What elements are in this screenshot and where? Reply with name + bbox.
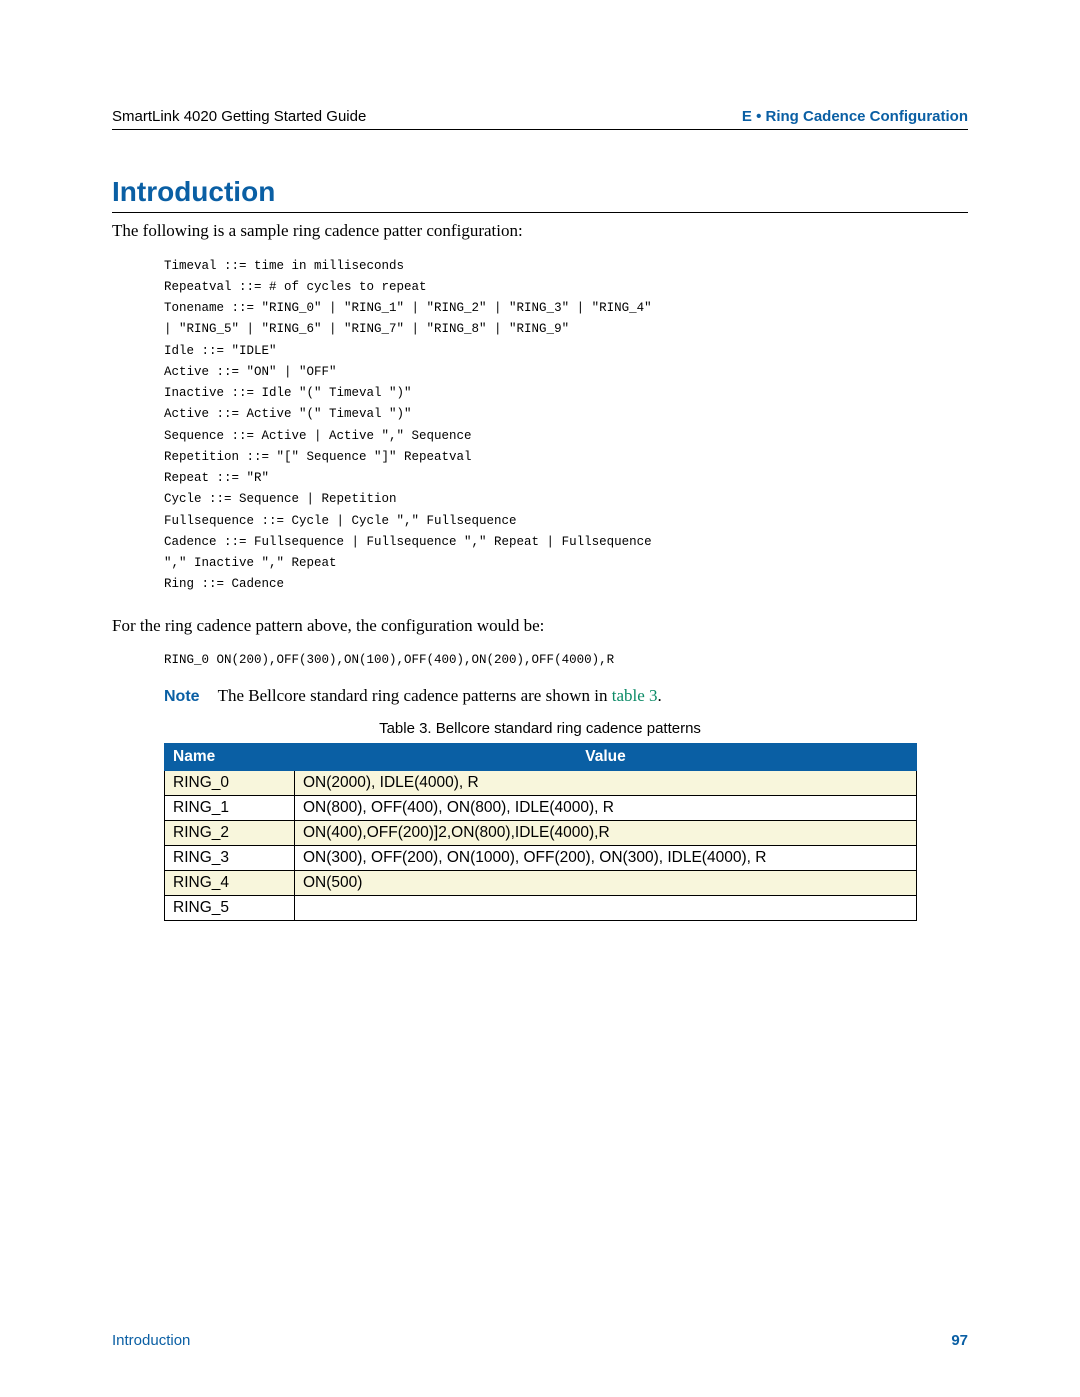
cell-name: RING_1 bbox=[165, 795, 295, 820]
cell-value: ON(300), OFF(200), ON(1000), OFF(200), O… bbox=[295, 845, 917, 870]
cell-name: RING_0 bbox=[165, 770, 295, 795]
col-header-value: Value bbox=[295, 743, 917, 770]
header-right: E • Ring Cadence Configuration bbox=[742, 108, 968, 125]
cell-name: RING_2 bbox=[165, 820, 295, 845]
cell-name: RING_5 bbox=[165, 895, 295, 920]
table-link[interactable]: table 3 bbox=[612, 686, 658, 705]
page: SmartLink 4020 Getting Started Guide E •… bbox=[0, 0, 1080, 1397]
note-period: . bbox=[658, 686, 662, 705]
table-body: RING_0 ON(2000), IDLE(4000), R RING_1 ON… bbox=[165, 770, 917, 920]
note-text: The Bellcore standard ring cadence patte… bbox=[218, 686, 662, 706]
example-code-line: RING_0 ON(200),OFF(300),ON(100),OFF(400)… bbox=[164, 650, 968, 671]
col-header-name: Name bbox=[165, 743, 295, 770]
cell-value: ON(2000), IDLE(4000), R bbox=[295, 770, 917, 795]
note-text-before: The Bellcore standard ring cadence patte… bbox=[218, 686, 612, 705]
table-row: RING_0 ON(2000), IDLE(4000), R bbox=[165, 770, 917, 795]
cell-value bbox=[295, 895, 917, 920]
page-header: SmartLink 4020 Getting Started Guide E •… bbox=[112, 108, 968, 130]
table-row: RING_2 ON(400),OFF(200)]2,ON(800),IDLE(4… bbox=[165, 820, 917, 845]
mid-paragraph: For the ring cadence pattern above, the … bbox=[112, 614, 968, 639]
ring-cadence-table: Name Value RING_0 ON(2000), IDLE(4000), … bbox=[164, 743, 917, 921]
page-footer: Introduction 97 bbox=[112, 1332, 968, 1349]
cell-value: ON(500) bbox=[295, 870, 917, 895]
table-header-row: Name Value bbox=[165, 743, 917, 770]
table-row: RING_5 bbox=[165, 895, 917, 920]
footer-section-name: Introduction bbox=[112, 1332, 190, 1349]
cell-value: ON(800), OFF(400), ON(800), IDLE(4000), … bbox=[295, 795, 917, 820]
table-row: RING_1 ON(800), OFF(400), ON(800), IDLE(… bbox=[165, 795, 917, 820]
cell-value: ON(400),OFF(200)]2,ON(800),IDLE(4000),R bbox=[295, 820, 917, 845]
note-label: Note bbox=[164, 688, 200, 706]
header-left: SmartLink 4020 Getting Started Guide bbox=[112, 108, 366, 125]
page-number: 97 bbox=[951, 1332, 968, 1349]
table-row: RING_3 ON(300), OFF(200), ON(1000), OFF(… bbox=[165, 845, 917, 870]
grammar-code-block: Timeval ::= time in milliseconds Repeatv… bbox=[164, 256, 968, 596]
cell-name: RING_3 bbox=[165, 845, 295, 870]
cell-name: RING_4 bbox=[165, 870, 295, 895]
note-block: Note The Bellcore standard ring cadence … bbox=[164, 686, 968, 706]
section-title: Introduction bbox=[112, 176, 968, 213]
intro-paragraph: The following is a sample ring cadence p… bbox=[112, 219, 968, 244]
table-row: RING_4 ON(500) bbox=[165, 870, 917, 895]
table-caption: Table 3. Bellcore standard ring cadence … bbox=[112, 720, 968, 737]
